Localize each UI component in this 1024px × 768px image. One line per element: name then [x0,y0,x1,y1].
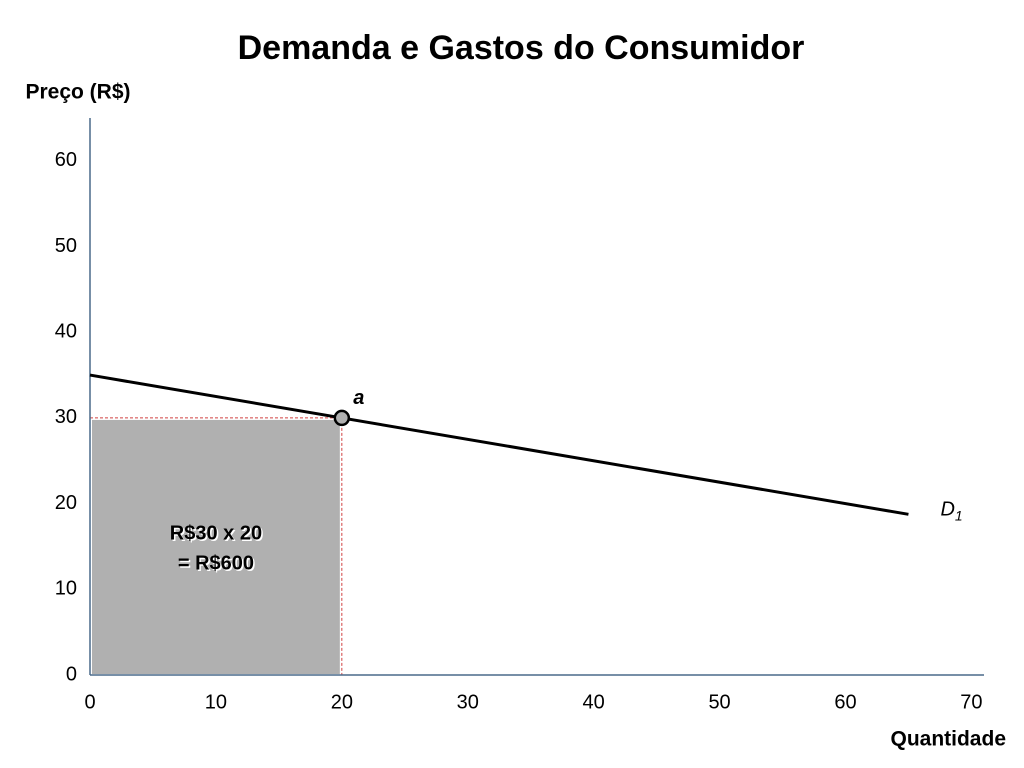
expenditure-label-shadow: R$30 x 20 [171,524,263,546]
y-tick-label: 10 [55,578,77,600]
x-axis-label: Quantidade [890,728,1006,751]
x-tick-label: 60 [834,691,856,713]
x-tick-label: 40 [583,691,605,713]
demand-line [89,373,909,516]
y-tick-label: 60 [55,149,77,171]
x-tick-label: 70 [960,691,982,713]
chart-title: Demanda e Gastos do Consumidor [238,29,805,67]
x-tick-label: 30 [457,691,479,713]
x-tick-label: 50 [708,691,730,713]
y-tick-label: 0 [66,663,77,685]
series-name: D [940,499,954,521]
series-name-sub: 1 [955,507,963,523]
series-label: D1 [940,499,962,523]
y-tick-label: 40 [55,321,77,343]
y-tick-label: 20 [55,492,77,514]
x-tick-label: 20 [331,691,353,713]
point-label: a [353,387,364,409]
expenditure-label-shadow: = R$600 [179,554,255,576]
x-tick-label: 0 [84,691,95,713]
y-tick-label: 50 [55,235,77,257]
point [333,409,351,427]
x-tick-label: 10 [205,691,227,713]
y-axis-label: Preço (R$) [25,81,130,104]
expenditure-label: = R$600 [178,553,254,575]
expenditure-label: R$30 x 20 [170,523,262,545]
expenditure-area [92,419,340,674]
y-tick-label: 30 [55,406,77,428]
